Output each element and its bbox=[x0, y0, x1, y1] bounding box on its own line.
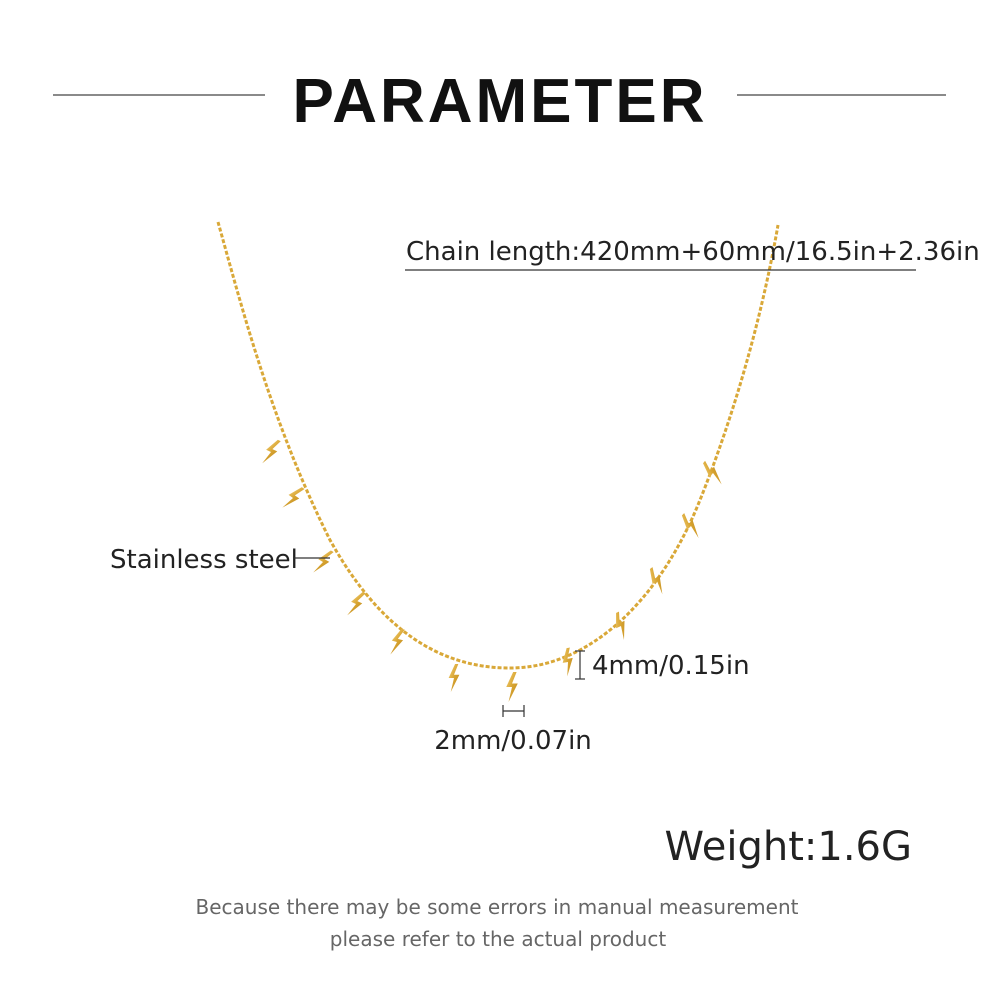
pendant-height-label: 4mm/0.15in bbox=[592, 651, 750, 681]
title: PARAMETER bbox=[292, 67, 707, 136]
note-line: please refer to the actual product bbox=[330, 927, 667, 951]
note-line: Because there may be some errors in manu… bbox=[196, 895, 799, 919]
material-label: Stainless steel bbox=[110, 545, 298, 575]
pendant-width-label: 2mm/0.07in bbox=[434, 726, 592, 756]
chain bbox=[216, 221, 780, 670]
width-bracket bbox=[502, 705, 525, 717]
chain-length-label: Chain length:420mm+60mm/16.5in+2.36in bbox=[406, 237, 980, 267]
weight-label: Weight:1.6G bbox=[665, 824, 912, 870]
height-bracket bbox=[575, 650, 585, 680]
